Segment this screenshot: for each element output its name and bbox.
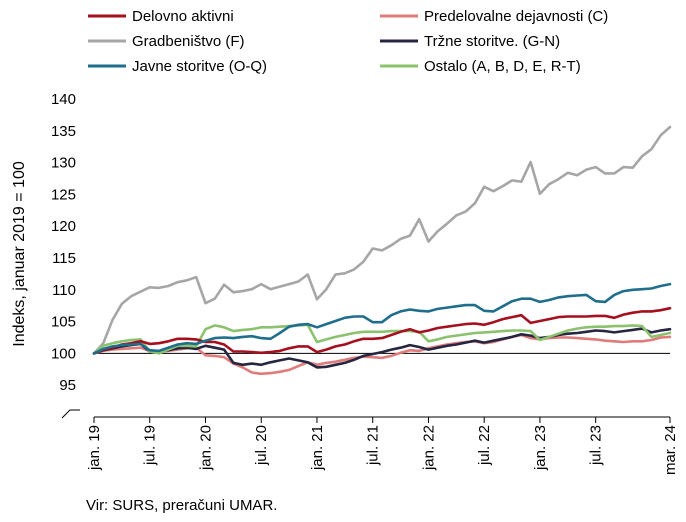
x-tick-label: jul. 20 bbox=[253, 425, 270, 466]
y-tick-label: 135 bbox=[51, 123, 76, 140]
axis-break-icon bbox=[61, 409, 80, 419]
y-tick-label: 130 bbox=[51, 155, 76, 172]
legend-label: Delovno aktivni bbox=[132, 8, 234, 25]
y-tick-label: 110 bbox=[52, 282, 76, 299]
y-tick-label: 125 bbox=[51, 186, 76, 203]
x-tick-label: jul. 21 bbox=[365, 425, 382, 466]
y-axis-title: Indeks, januar 2019 = 100 bbox=[11, 161, 28, 347]
y-axis: 95 100 105 110 115 120 125 130 135 140 bbox=[51, 91, 76, 394]
x-tick-label: mar. 24 bbox=[662, 425, 679, 475]
x-tick-label: jan. 21 bbox=[309, 425, 326, 471]
x-tick-label: jul. 23 bbox=[588, 425, 605, 466]
y-tick-label: 105 bbox=[51, 314, 76, 331]
x-axis: jan. 19 jul. 19 jan. 20 jul. 20 jan. 21 jul. … bbox=[86, 416, 679, 475]
legend-label: Javne storitve (O-Q) bbox=[132, 58, 267, 75]
x-tick-label: jan. 20 bbox=[197, 425, 214, 471]
series-line-5 bbox=[92, 323, 672, 355]
series-line-0 bbox=[92, 306, 672, 355]
legend-label: Tržne storitve. (G-N) bbox=[424, 33, 560, 50]
source-note: Vir: SURS, preračuni UMAR. bbox=[86, 497, 278, 514]
legend-label: Ostalo (A, B, D, E, R-T) bbox=[424, 58, 581, 75]
series-line-3 bbox=[92, 327, 672, 369]
y-tick-label: 115 bbox=[52, 250, 76, 267]
series-line-4 bbox=[92, 282, 672, 355]
x-tick-label: jan. 23 bbox=[532, 425, 549, 471]
series-line-1 bbox=[92, 333, 672, 376]
y-tick-label: 120 bbox=[51, 218, 76, 235]
x-tick-label: jan. 22 bbox=[420, 425, 437, 471]
y-tick-label: 140 bbox=[51, 91, 76, 108]
legend-label: Gradbeništvo (F) bbox=[132, 33, 245, 50]
series-lines bbox=[92, 125, 672, 376]
legend: Delovno aktivni Predelovalne dejavnosti (… bbox=[88, 8, 608, 75]
y-tick-label: 95 bbox=[59, 377, 76, 394]
x-tick-label: jul. 22 bbox=[476, 425, 493, 466]
series-line-2 bbox=[92, 125, 672, 355]
x-tick-label: jul. 19 bbox=[142, 425, 159, 466]
y-tick-label: 100 bbox=[51, 345, 76, 362]
legend-label: Predelovalne dejavnosti (C) bbox=[424, 8, 608, 25]
x-tick-label: jan. 19 bbox=[86, 425, 103, 471]
